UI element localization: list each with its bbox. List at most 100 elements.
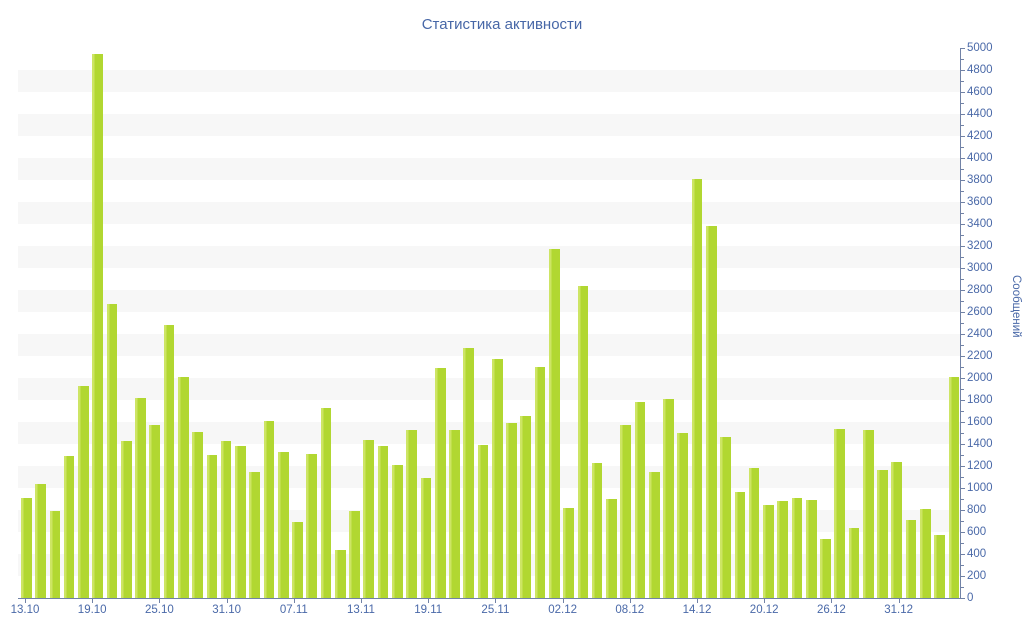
bar[interactable]: [292, 522, 303, 598]
y-axis-label: 2800: [967, 284, 993, 296]
y-axis-tick: [961, 532, 965, 533]
y-axis-tick: [961, 356, 965, 357]
bar[interactable]: [63, 456, 75, 598]
bar[interactable]: [563, 507, 574, 598]
bar[interactable]: [392, 465, 403, 598]
bar[interactable]: [791, 497, 803, 598]
bar[interactable]: [92, 53, 104, 598]
bar[interactable]: [449, 429, 460, 598]
bar[interactable]: [891, 461, 903, 598]
bar[interactable]: [334, 549, 346, 598]
bar[interactable]: [848, 528, 860, 598]
bar[interactable]: [206, 455, 218, 598]
grid-band: [18, 334, 960, 356]
bar[interactable]: [506, 423, 517, 598]
bar[interactable]: [177, 376, 189, 598]
bar[interactable]: [235, 446, 246, 598]
y-axis-tick: [961, 389, 964, 390]
x-axis-tick: [831, 599, 833, 603]
y-axis-label: 1200: [967, 460, 993, 472]
y-axis-tick: [961, 488, 965, 489]
y-axis-label: 4600: [967, 86, 993, 98]
bar[interactable]: [734, 492, 746, 598]
bar[interactable]: [520, 415, 532, 598]
y-axis-tick: [961, 246, 965, 247]
y-axis-tick: [961, 466, 965, 467]
bar[interactable]: [377, 445, 389, 598]
bar[interactable]: [78, 385, 89, 598]
y-axis-tick: [961, 147, 964, 148]
x-axis-tick: [25, 599, 26, 603]
y-axis-tick: [961, 598, 965, 599]
bar[interactable]: [805, 500, 817, 598]
bar[interactable]: [620, 424, 632, 598]
y-axis-tick: [961, 59, 964, 60]
bar[interactable]: [306, 453, 318, 598]
bar[interactable]: [220, 440, 232, 598]
bar[interactable]: [277, 451, 289, 598]
bar[interactable]: [163, 325, 175, 598]
bar[interactable]: [320, 407, 332, 598]
bar[interactable]: [862, 429, 874, 598]
y-axis-tick: [961, 422, 965, 423]
bar[interactable]: [249, 471, 260, 598]
bar[interactable]: [948, 376, 960, 598]
bar[interactable]: [677, 433, 689, 598]
bar[interactable]: [420, 477, 432, 598]
y-axis-tick: [961, 191, 964, 192]
x-axis-label: 13.11: [347, 604, 375, 616]
bar[interactable]: [192, 431, 203, 598]
bar[interactable]: [820, 539, 831, 598]
y-axis-label: 3800: [967, 174, 993, 186]
bar[interactable]: [120, 440, 132, 598]
bar[interactable]: [548, 249, 560, 598]
y-axis-tick: [961, 81, 964, 82]
bar[interactable]: [534, 367, 546, 598]
bar[interactable]: [691, 178, 703, 598]
bar[interactable]: [149, 425, 161, 598]
y-axis-label: 3200: [967, 240, 993, 252]
y-axis-tick: [961, 213, 964, 214]
y-axis-label: 600: [967, 526, 987, 538]
bar[interactable]: [135, 398, 146, 598]
bar[interactable]: [634, 401, 646, 598]
y-axis-tick: [961, 312, 965, 313]
bar[interactable]: [591, 463, 603, 598]
x-axis-tick: [764, 599, 766, 603]
bar[interactable]: [748, 468, 760, 598]
bar[interactable]: [577, 285, 589, 598]
bar[interactable]: [35, 483, 46, 598]
bar[interactable]: [934, 534, 945, 598]
bar[interactable]: [263, 420, 275, 598]
grid-band: [18, 290, 960, 312]
bar[interactable]: [21, 497, 32, 598]
bar[interactable]: [720, 436, 731, 598]
x-axis-label: 08.12: [615, 604, 645, 616]
bar[interactable]: [491, 359, 503, 598]
y-axis-tick: [961, 554, 965, 555]
bar[interactable]: [834, 428, 846, 598]
y-axis-tick: [961, 180, 965, 181]
y-axis-tick: [961, 345, 964, 346]
bar[interactable]: [705, 225, 717, 598]
bar[interactable]: [106, 304, 118, 598]
bar[interactable]: [905, 519, 917, 598]
bar[interactable]: [49, 511, 61, 598]
bar[interactable]: [406, 429, 417, 598]
x-axis-tick: [629, 599, 631, 603]
y-axis-tick: [961, 48, 965, 49]
bar[interactable]: [920, 509, 931, 598]
bar[interactable]: [763, 505, 774, 598]
bar[interactable]: [434, 368, 446, 598]
bar[interactable]: [363, 440, 375, 598]
bar[interactable]: [463, 348, 475, 598]
y-axis-tick: [961, 279, 964, 280]
bar[interactable]: [606, 499, 617, 598]
bar[interactable]: [777, 501, 788, 598]
bar[interactable]: [349, 511, 360, 598]
y-axis-label: 3600: [967, 196, 993, 208]
bar[interactable]: [648, 471, 660, 598]
bar[interactable]: [477, 445, 489, 598]
bar[interactable]: [663, 399, 674, 598]
bar[interactable]: [877, 470, 888, 598]
